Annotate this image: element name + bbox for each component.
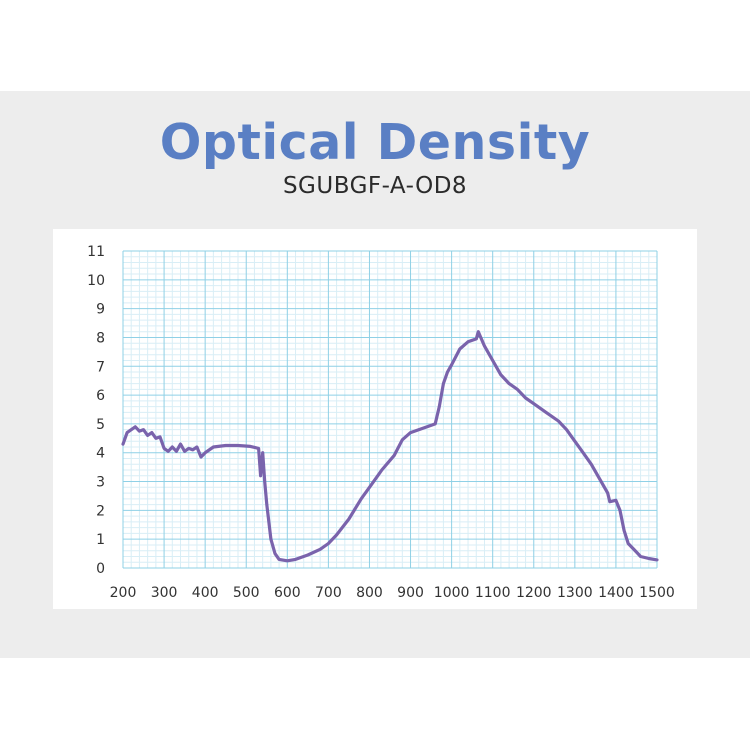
x-tick-label: 300: [151, 585, 178, 601]
optical-density-chart: 200 300 400 500 600 700 800 900 1000 1100 1200 1300…: [87, 244, 675, 601]
x-tick-label: 800: [356, 585, 383, 601]
x-tick-label: 1400: [598, 585, 634, 601]
y-tick-label: 2: [96, 503, 105, 519]
x-tick-label: 900: [397, 585, 424, 601]
chart-card: 200 300 400 500 600 700 800 900 1000 1100 1200 1300…: [53, 229, 697, 609]
page-title: Optical Density: [159, 114, 591, 171]
x-tick-label: 1300: [557, 585, 593, 601]
y-tick-label: 6: [96, 388, 105, 404]
y-tick-label: 9: [96, 302, 105, 318]
series-line: [121, 330, 659, 563]
x-tick-label: 1000: [434, 585, 470, 601]
x-tick-label: 1200: [516, 585, 552, 601]
y-tick-label: 7: [96, 359, 105, 375]
x-tick-label: 500: [233, 585, 260, 601]
y-tick-label: 8: [96, 330, 105, 346]
x-tick-label: 700: [315, 585, 342, 601]
y-tick-label: 5: [96, 417, 105, 433]
x-tick-label: 400: [192, 585, 219, 601]
x-tick-label: 1500: [639, 585, 675, 601]
page-subtitle: SGUBGF-A-OD8: [282, 173, 468, 199]
x-tick-label: 600: [274, 585, 301, 601]
y-tick-label: 0: [96, 561, 105, 577]
y-tick-label: 4: [96, 446, 105, 462]
x-tick-label: 1100: [475, 585, 511, 601]
y-tick-label: 3: [96, 475, 105, 491]
x-tick-label: 200: [110, 585, 137, 601]
y-tick-label: 11: [87, 244, 105, 260]
y-tick-label: 10: [87, 273, 105, 289]
y-tick-label: 1: [96, 532, 105, 548]
